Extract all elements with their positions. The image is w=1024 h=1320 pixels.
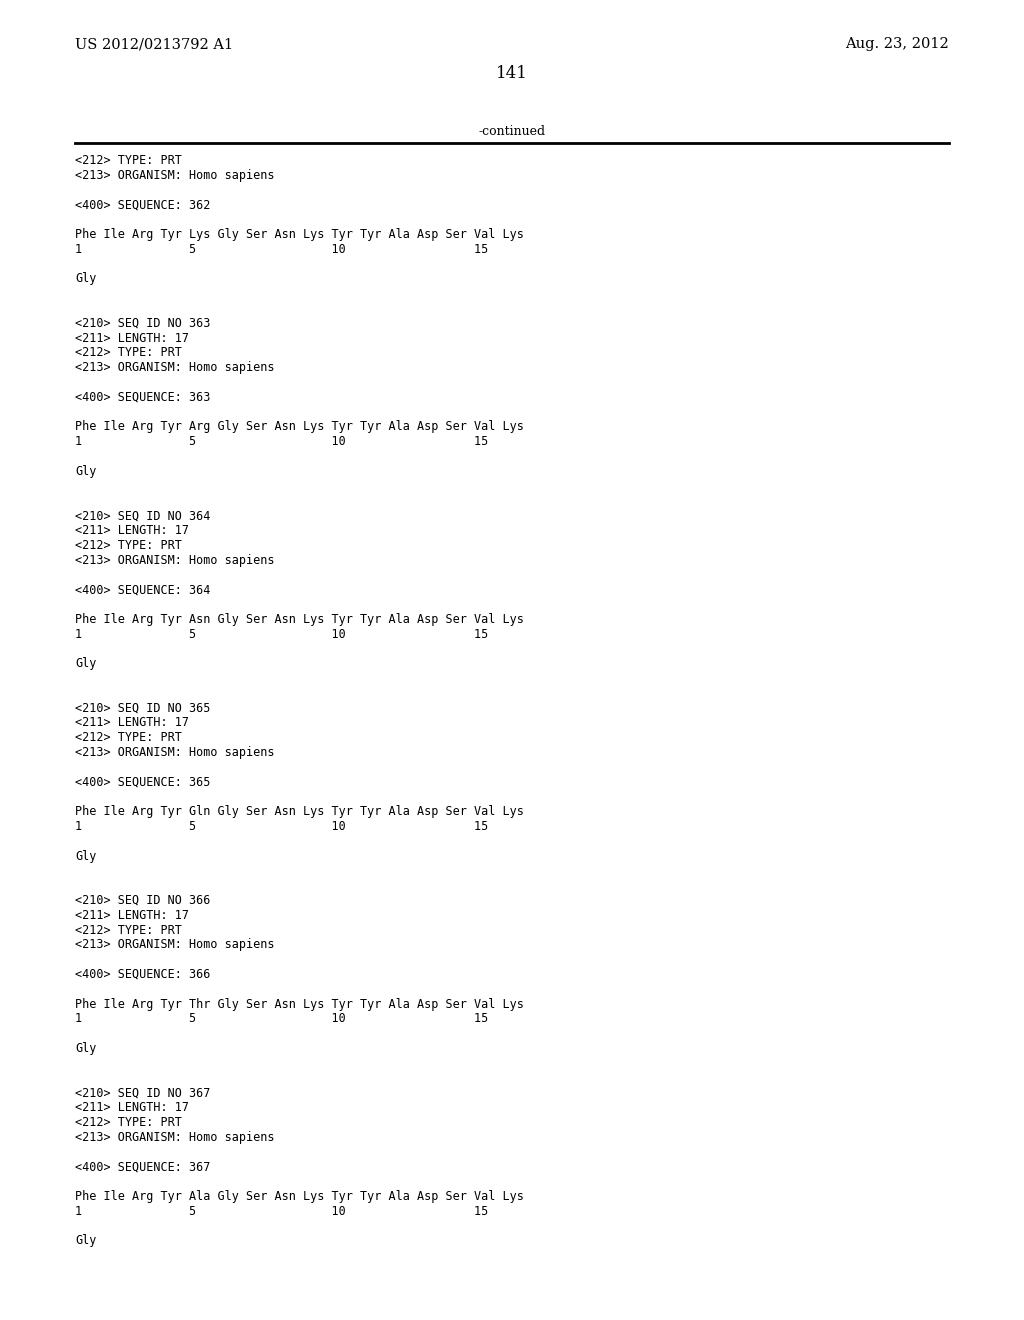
Text: Gly: Gly bbox=[75, 850, 96, 862]
Text: <210> SEQ ID NO 366: <210> SEQ ID NO 366 bbox=[75, 894, 210, 907]
Text: <400> SEQUENCE: 364: <400> SEQUENCE: 364 bbox=[75, 583, 210, 597]
Text: 1               5                   10                  15: 1 5 10 15 bbox=[75, 243, 488, 256]
Text: <212> TYPE: PRT: <212> TYPE: PRT bbox=[75, 346, 182, 359]
Text: <212> TYPE: PRT: <212> TYPE: PRT bbox=[75, 154, 182, 168]
Text: <400> SEQUENCE: 367: <400> SEQUENCE: 367 bbox=[75, 1160, 210, 1173]
Text: <400> SEQUENCE: 366: <400> SEQUENCE: 366 bbox=[75, 968, 210, 981]
Text: <212> TYPE: PRT: <212> TYPE: PRT bbox=[75, 731, 182, 744]
Text: <213> ORGANISM: Homo sapiens: <213> ORGANISM: Homo sapiens bbox=[75, 939, 274, 952]
Text: Phe Ile Arg Tyr Arg Gly Ser Asn Lys Tyr Tyr Ala Asp Ser Val Lys: Phe Ile Arg Tyr Arg Gly Ser Asn Lys Tyr … bbox=[75, 420, 524, 433]
Text: <400> SEQUENCE: 365: <400> SEQUENCE: 365 bbox=[75, 776, 210, 788]
Text: <400> SEQUENCE: 363: <400> SEQUENCE: 363 bbox=[75, 391, 210, 404]
Text: -continued: -continued bbox=[478, 125, 546, 139]
Text: <212> TYPE: PRT: <212> TYPE: PRT bbox=[75, 1115, 182, 1129]
Text: 1               5                   10                  15: 1 5 10 15 bbox=[75, 820, 488, 833]
Text: 1               5                   10                  15: 1 5 10 15 bbox=[75, 1012, 488, 1026]
Text: 1               5                   10                  15: 1 5 10 15 bbox=[75, 627, 488, 640]
Text: <212> TYPE: PRT: <212> TYPE: PRT bbox=[75, 924, 182, 937]
Text: Gly: Gly bbox=[75, 272, 96, 285]
Text: <212> TYPE: PRT: <212> TYPE: PRT bbox=[75, 539, 182, 552]
Text: <211> LENGTH: 17: <211> LENGTH: 17 bbox=[75, 908, 189, 921]
Text: US 2012/0213792 A1: US 2012/0213792 A1 bbox=[75, 37, 233, 51]
Text: Gly: Gly bbox=[75, 657, 96, 671]
Text: <211> LENGTH: 17: <211> LENGTH: 17 bbox=[75, 524, 189, 537]
Text: <213> ORGANISM: Homo sapiens: <213> ORGANISM: Homo sapiens bbox=[75, 553, 274, 566]
Text: Gly: Gly bbox=[75, 1041, 96, 1055]
Text: Phe Ile Arg Tyr Thr Gly Ser Asn Lys Tyr Tyr Ala Asp Ser Val Lys: Phe Ile Arg Tyr Thr Gly Ser Asn Lys Tyr … bbox=[75, 998, 524, 1011]
Text: <210> SEQ ID NO 364: <210> SEQ ID NO 364 bbox=[75, 510, 210, 523]
Text: <210> SEQ ID NO 367: <210> SEQ ID NO 367 bbox=[75, 1086, 210, 1100]
Text: Phe Ile Arg Tyr Asn Gly Ser Asn Lys Tyr Tyr Ala Asp Ser Val Lys: Phe Ile Arg Tyr Asn Gly Ser Asn Lys Tyr … bbox=[75, 612, 524, 626]
Text: <213> ORGANISM: Homo sapiens: <213> ORGANISM: Homo sapiens bbox=[75, 362, 274, 374]
Text: <210> SEQ ID NO 365: <210> SEQ ID NO 365 bbox=[75, 702, 210, 714]
Text: <210> SEQ ID NO 363: <210> SEQ ID NO 363 bbox=[75, 317, 210, 330]
Text: Phe Ile Arg Tyr Gln Gly Ser Asn Lys Tyr Tyr Ala Asp Ser Val Lys: Phe Ile Arg Tyr Gln Gly Ser Asn Lys Tyr … bbox=[75, 805, 524, 818]
Text: 1               5                   10                  15: 1 5 10 15 bbox=[75, 1205, 488, 1218]
Text: <213> ORGANISM: Homo sapiens: <213> ORGANISM: Homo sapiens bbox=[75, 1131, 274, 1144]
Text: Phe Ile Arg Tyr Ala Gly Ser Asn Lys Tyr Tyr Ala Asp Ser Val Lys: Phe Ile Arg Tyr Ala Gly Ser Asn Lys Tyr … bbox=[75, 1191, 524, 1203]
Text: <213> ORGANISM: Homo sapiens: <213> ORGANISM: Homo sapiens bbox=[75, 746, 274, 759]
Text: Phe Ile Arg Tyr Lys Gly Ser Asn Lys Tyr Tyr Ala Asp Ser Val Lys: Phe Ile Arg Tyr Lys Gly Ser Asn Lys Tyr … bbox=[75, 228, 524, 242]
Text: <211> LENGTH: 17: <211> LENGTH: 17 bbox=[75, 717, 189, 730]
Text: Aug. 23, 2012: Aug. 23, 2012 bbox=[845, 37, 949, 51]
Text: Gly: Gly bbox=[75, 465, 96, 478]
Text: Gly: Gly bbox=[75, 1234, 96, 1247]
Text: <211> LENGTH: 17: <211> LENGTH: 17 bbox=[75, 1101, 189, 1114]
Text: 141: 141 bbox=[496, 65, 528, 82]
Text: <213> ORGANISM: Homo sapiens: <213> ORGANISM: Homo sapiens bbox=[75, 169, 274, 182]
Text: <211> LENGTH: 17: <211> LENGTH: 17 bbox=[75, 331, 189, 345]
Text: <400> SEQUENCE: 362: <400> SEQUENCE: 362 bbox=[75, 198, 210, 211]
Text: 1               5                   10                  15: 1 5 10 15 bbox=[75, 436, 488, 449]
